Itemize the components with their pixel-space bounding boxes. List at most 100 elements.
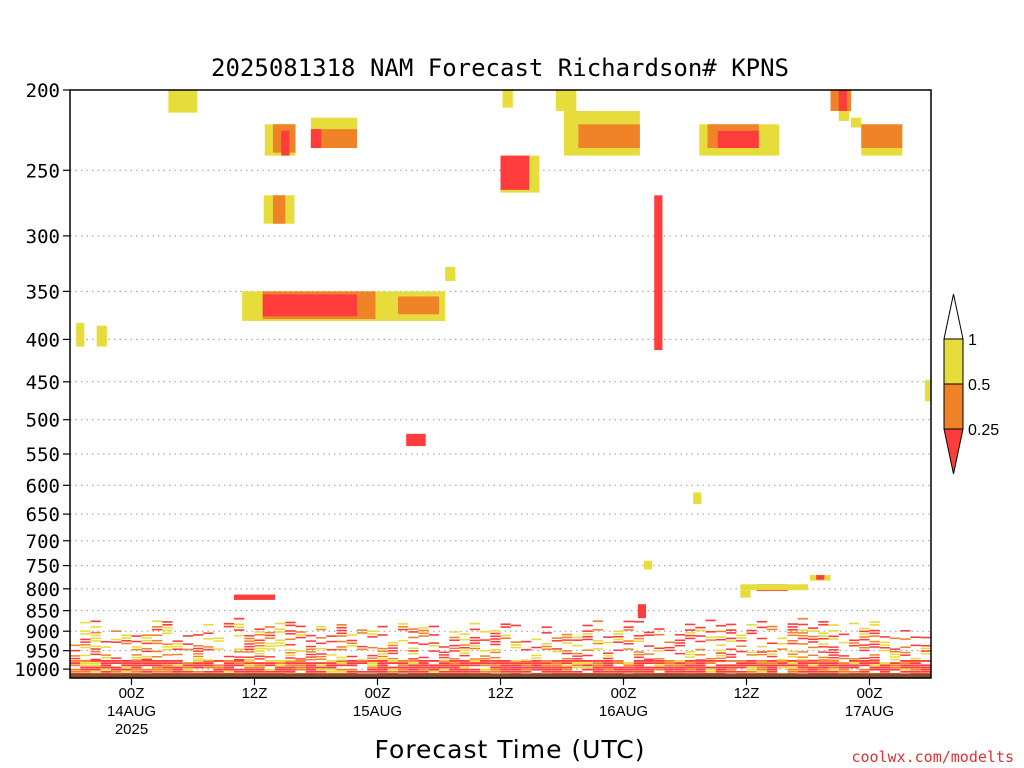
boundary-cell bbox=[295, 664, 306, 667]
boundary-cell bbox=[264, 670, 275, 673]
boundary-cell bbox=[193, 650, 204, 652]
boundary-cell bbox=[234, 648, 245, 650]
boundary-cell bbox=[685, 668, 696, 671]
boundary-cell bbox=[223, 660, 234, 662]
boundary-cell bbox=[254, 658, 265, 660]
boundary-cell bbox=[172, 653, 183, 656]
boundary-cell bbox=[838, 668, 849, 671]
boundary-cell bbox=[582, 633, 593, 635]
boundary-cell bbox=[849, 660, 860, 662]
boundary-cell bbox=[326, 640, 337, 643]
boundary-cell bbox=[869, 640, 880, 643]
boundary-cell bbox=[592, 648, 603, 650]
y-tick-label: 200 bbox=[26, 80, 60, 102]
boundary-cell bbox=[654, 660, 665, 662]
credit-text: coolwx.com/modelts bbox=[851, 748, 1014, 766]
x-tick-label: 00Z bbox=[365, 685, 391, 702]
boundary-cell bbox=[162, 664, 173, 667]
boundary-cell bbox=[254, 639, 265, 642]
boundary-cell bbox=[193, 653, 204, 655]
x-tick-label: 12Z bbox=[734, 685, 760, 702]
boundary-cell bbox=[592, 664, 603, 667]
boundary-cell bbox=[387, 662, 398, 665]
boundary-cell bbox=[131, 666, 142, 669]
boundary-cell bbox=[828, 662, 839, 665]
boundary-cell bbox=[387, 668, 398, 671]
boundary-cell bbox=[244, 643, 255, 645]
boundary-cell bbox=[275, 639, 286, 642]
boundary-cell bbox=[377, 634, 388, 636]
boundary-cell bbox=[295, 650, 306, 652]
boundary-cell bbox=[736, 645, 747, 648]
boundary-cell bbox=[920, 652, 931, 655]
boundary-cell bbox=[223, 666, 234, 669]
boundary-cell bbox=[797, 617, 808, 620]
boundary-cell bbox=[275, 622, 286, 625]
boundary-cell bbox=[541, 664, 552, 667]
boundary-cell bbox=[531, 660, 542, 662]
boundary-cell bbox=[480, 650, 491, 652]
boundary-cell bbox=[244, 664, 255, 667]
boundary-cell bbox=[254, 642, 265, 644]
boundary-cell bbox=[510, 644, 521, 646]
boundary-cell bbox=[459, 668, 470, 671]
boundary-cell bbox=[879, 666, 890, 669]
boundary-cell bbox=[408, 647, 419, 650]
boundary-cell bbox=[910, 664, 921, 667]
boundary-cell bbox=[254, 664, 265, 667]
boundary-cell bbox=[480, 670, 491, 673]
boundary-cell bbox=[316, 628, 327, 631]
boundary-cell bbox=[449, 662, 460, 665]
boundary-cell bbox=[644, 634, 655, 636]
boundary-cell bbox=[203, 648, 214, 651]
boundary-cell bbox=[603, 668, 614, 671]
boundary-cell bbox=[418, 662, 429, 665]
boundary-cell bbox=[346, 664, 357, 667]
boundary-cell bbox=[449, 644, 460, 647]
boundary-cell bbox=[644, 653, 655, 655]
boundary-cell bbox=[459, 662, 470, 665]
boundary-cell bbox=[336, 632, 347, 635]
boundary-cell bbox=[644, 660, 655, 662]
boundary-cell bbox=[521, 668, 532, 671]
boundary-cell bbox=[633, 664, 644, 667]
boundary-cell bbox=[285, 659, 296, 662]
boundary-cell bbox=[603, 641, 614, 644]
boundary-cell bbox=[367, 636, 378, 638]
boundary-cell bbox=[715, 657, 726, 660]
boundary-cell bbox=[838, 670, 849, 673]
x-tick-label: 2025 bbox=[115, 721, 148, 738]
boundary-cell bbox=[336, 656, 347, 659]
boundary-cell bbox=[808, 646, 819, 649]
boundary-cell bbox=[531, 638, 542, 641]
boundary-cell bbox=[152, 628, 163, 631]
heatmap-cell bbox=[740, 584, 808, 591]
boundary-cell bbox=[459, 644, 470, 646]
boundary-cell bbox=[859, 646, 870, 649]
boundary-cell bbox=[859, 644, 870, 646]
boundary-cell bbox=[193, 634, 204, 636]
boundary-cell bbox=[162, 668, 173, 671]
boundary-cell bbox=[674, 666, 685, 669]
boundary-cell bbox=[890, 651, 901, 653]
boundary-cell bbox=[418, 632, 429, 635]
boundary-cell bbox=[664, 666, 675, 669]
boundary-cell bbox=[592, 666, 603, 669]
heatmap-cell bbox=[637, 604, 647, 619]
boundary-cell bbox=[797, 632, 808, 634]
boundary-cell bbox=[234, 656, 245, 658]
boundary-cell bbox=[131, 656, 142, 659]
boundary-cell bbox=[623, 662, 634, 665]
boundary-cell bbox=[808, 638, 819, 641]
boundary-cell bbox=[767, 666, 778, 669]
y-tick-label: 550 bbox=[26, 444, 60, 466]
boundary-cell bbox=[623, 629, 634, 631]
boundary-cell bbox=[674, 642, 685, 644]
boundary-cell bbox=[705, 657, 716, 660]
boundary-cell bbox=[141, 668, 152, 671]
boundary-cell bbox=[377, 660, 388, 662]
boundary-cell bbox=[592, 660, 603, 662]
boundary-cell bbox=[305, 656, 316, 658]
boundary-cell bbox=[275, 628, 286, 630]
